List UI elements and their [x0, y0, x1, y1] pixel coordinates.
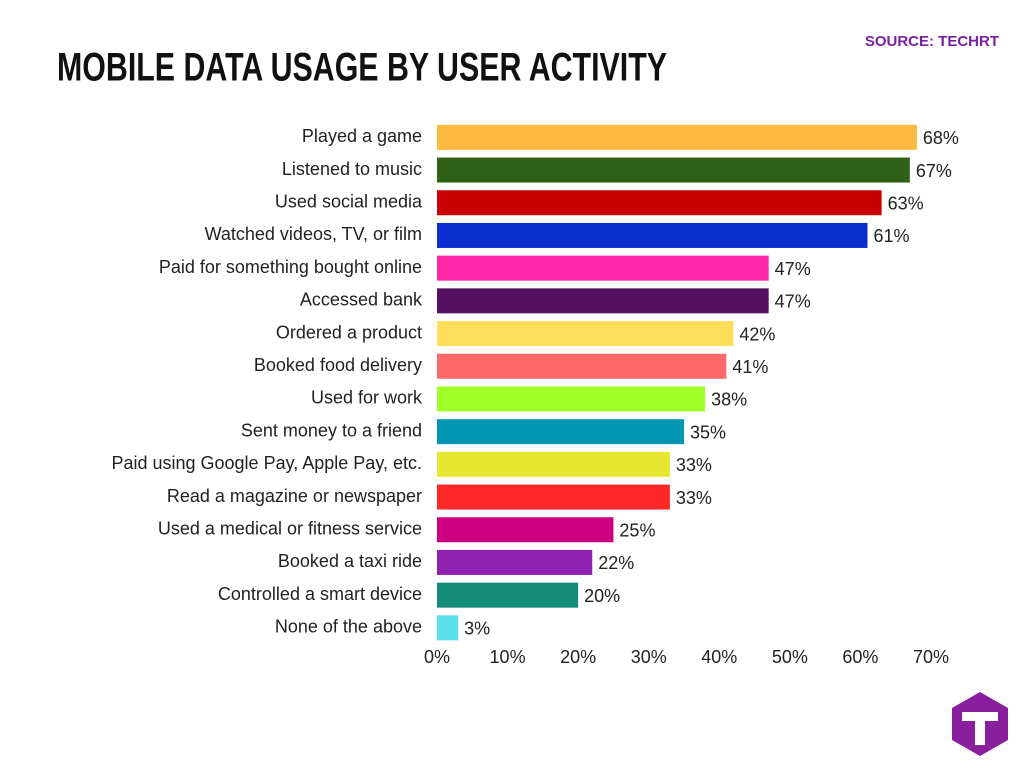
value-label: 61%: [873, 226, 909, 246]
y-tick-label: Used a medical or fitness service: [158, 519, 422, 539]
bar: [437, 451, 670, 477]
bar: [437, 549, 593, 575]
y-tick-label: Used for work: [311, 388, 423, 408]
value-label: 68%: [923, 128, 959, 148]
value-label: 47%: [775, 259, 811, 279]
value-label: 38%: [711, 390, 747, 410]
value-label: 47%: [775, 292, 811, 312]
y-tick-label: Ordered a product: [276, 322, 422, 342]
value-label: 25%: [619, 521, 655, 541]
y-tick-label: Played a game: [302, 126, 422, 146]
bar: [437, 615, 459, 641]
bar: [437, 190, 882, 216]
value-label: 41%: [732, 357, 768, 377]
y-tick-label: Paid using Google Pay, Apple Pay, etc.: [111, 453, 422, 473]
y-tick-label: Booked food delivery: [254, 355, 422, 375]
bar: [437, 288, 769, 314]
y-tick-label: Listened to music: [282, 159, 422, 179]
x-tick-label: 10%: [490, 647, 526, 667]
y-tick-label: Paid for something bought online: [159, 257, 422, 277]
y-tick-label: Sent money to a friend: [241, 420, 422, 440]
bar: [437, 321, 734, 347]
y-tick-label: Watched videos, TV, or film: [205, 224, 422, 244]
x-tick-label: 30%: [631, 647, 667, 667]
logo: [952, 692, 1008, 756]
bar: [437, 419, 684, 445]
value-label: 33%: [676, 488, 712, 508]
value-label: 67%: [916, 161, 952, 181]
chart-title: MOBILE DATA USAGE BY USER ACTIVITY: [57, 46, 667, 90]
value-label: 42%: [739, 324, 775, 344]
y-tick-label: Accessed bank: [300, 290, 423, 310]
y-tick-label: Controlled a smart device: [218, 584, 422, 604]
bar: [437, 353, 727, 379]
bar: [437, 124, 917, 150]
x-tick-label: 50%: [772, 647, 808, 667]
bar: [437, 517, 614, 543]
value-label: 3%: [464, 619, 490, 639]
bar: [437, 157, 910, 183]
bar: [437, 386, 706, 412]
x-tick-label: 0%: [424, 647, 450, 667]
bar: [437, 582, 579, 608]
y-tick-label: Used social media: [275, 192, 423, 212]
value-label: 35%: [690, 422, 726, 442]
x-tick-label: 20%: [560, 647, 596, 667]
y-tick-label: None of the above: [275, 617, 422, 637]
bar: [437, 255, 769, 281]
value-label: 63%: [888, 194, 924, 214]
x-tick-label: 60%: [842, 647, 878, 667]
x-tick-label: 70%: [913, 647, 949, 667]
bar: [437, 222, 868, 248]
bar: [437, 484, 670, 510]
value-label: 33%: [676, 455, 712, 475]
y-tick-label: Read a magazine or newspaper: [167, 486, 422, 506]
value-label: 22%: [598, 553, 634, 573]
y-tick-label: Booked a taxi ride: [278, 551, 422, 571]
value-label: 20%: [584, 586, 620, 606]
x-tick-label: 40%: [701, 647, 737, 667]
source: SOURCE: TECHRT: [865, 33, 999, 50]
